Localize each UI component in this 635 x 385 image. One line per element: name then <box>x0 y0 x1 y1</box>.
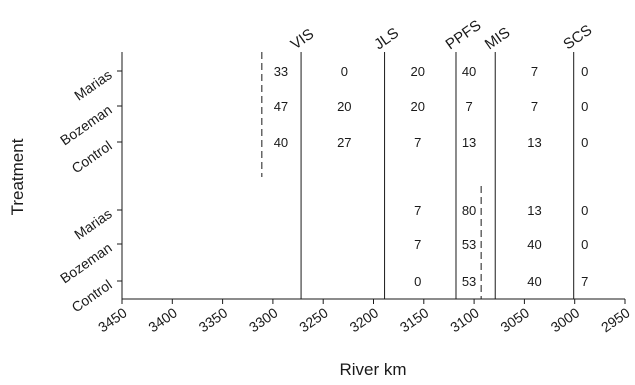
cell-value: 53 <box>462 237 476 252</box>
x-tick-label: 3350 <box>196 304 231 335</box>
cell-value: 0 <box>341 64 348 79</box>
row-label-control: Control <box>69 276 115 315</box>
cell-value: 7 <box>531 99 538 114</box>
cell-values: 33 0 20 40 7 0 47 20 20 7 7 0 40 27 7 13 13 0 7 80 13 0 7 53 40 0… <box>274 64 589 289</box>
site-label-mis: MIS <box>482 24 514 53</box>
cell-value: 80 <box>462 203 476 218</box>
cell-value: 0 <box>581 99 588 114</box>
x-tick-label: 3150 <box>397 304 432 335</box>
x-tick-label: 2950 <box>598 304 633 335</box>
x-tick-label: 3050 <box>497 304 532 335</box>
site-label-ppfs: PPFS <box>443 17 485 53</box>
release-markers <box>261 52 482 299</box>
cell-value: 20 <box>411 99 425 114</box>
x-tick-label: 3100 <box>447 304 482 335</box>
row-label-control: Control <box>69 137 115 176</box>
x-tick-label: 3450 <box>95 304 130 335</box>
cell-value: 13 <box>527 135 541 150</box>
cell-value: 20 <box>411 64 425 79</box>
cell-value: 0 <box>581 203 588 218</box>
cell-value: 13 <box>462 135 476 150</box>
cell-value: 0 <box>581 237 588 252</box>
site-label-scs: SCS <box>560 22 595 54</box>
row-label-marias: Marias <box>71 66 115 103</box>
cell-value: 7 <box>414 135 421 150</box>
cell-value: 40 <box>274 135 288 150</box>
cell-value: 0 <box>581 64 588 79</box>
site-label-jls: JLS <box>371 25 402 54</box>
x-axis-title: River km <box>339 360 406 379</box>
cell-value: 7 <box>414 237 421 252</box>
cell-value: 0 <box>414 274 421 289</box>
cell-value: 40 <box>527 237 541 252</box>
cell-value: 40 <box>462 64 476 79</box>
cell-value: 13 <box>527 203 541 218</box>
cell-value: 20 <box>337 99 351 114</box>
site-label-vis: VIS <box>288 25 318 53</box>
cell-value: 27 <box>337 135 351 150</box>
cell-value: 47 <box>274 99 288 114</box>
cell-value: 53 <box>462 274 476 289</box>
cell-value: 0 <box>581 135 588 150</box>
y-axis-title: Treatment <box>8 138 27 215</box>
x-tick-label: 3000 <box>548 304 583 335</box>
cell-value: 7 <box>581 274 588 289</box>
cell-value: 7 <box>531 64 538 79</box>
cell-value: 33 <box>274 64 288 79</box>
site-lines <box>300 52 575 299</box>
cell-value: 7 <box>465 99 472 114</box>
x-axis: 3450 3400 3350 3300 3250 3200 3150 3100 3050 3000… <box>95 298 633 335</box>
row-label-marias: Marias <box>71 205 115 242</box>
x-tick-label: 3300 <box>246 304 281 335</box>
cell-value: 40 <box>527 274 541 289</box>
x-tick-label: 3250 <box>296 304 331 335</box>
x-tick-label: 3400 <box>145 304 180 335</box>
x-tick-label: 3200 <box>347 304 382 335</box>
cell-value: 7 <box>414 203 421 218</box>
